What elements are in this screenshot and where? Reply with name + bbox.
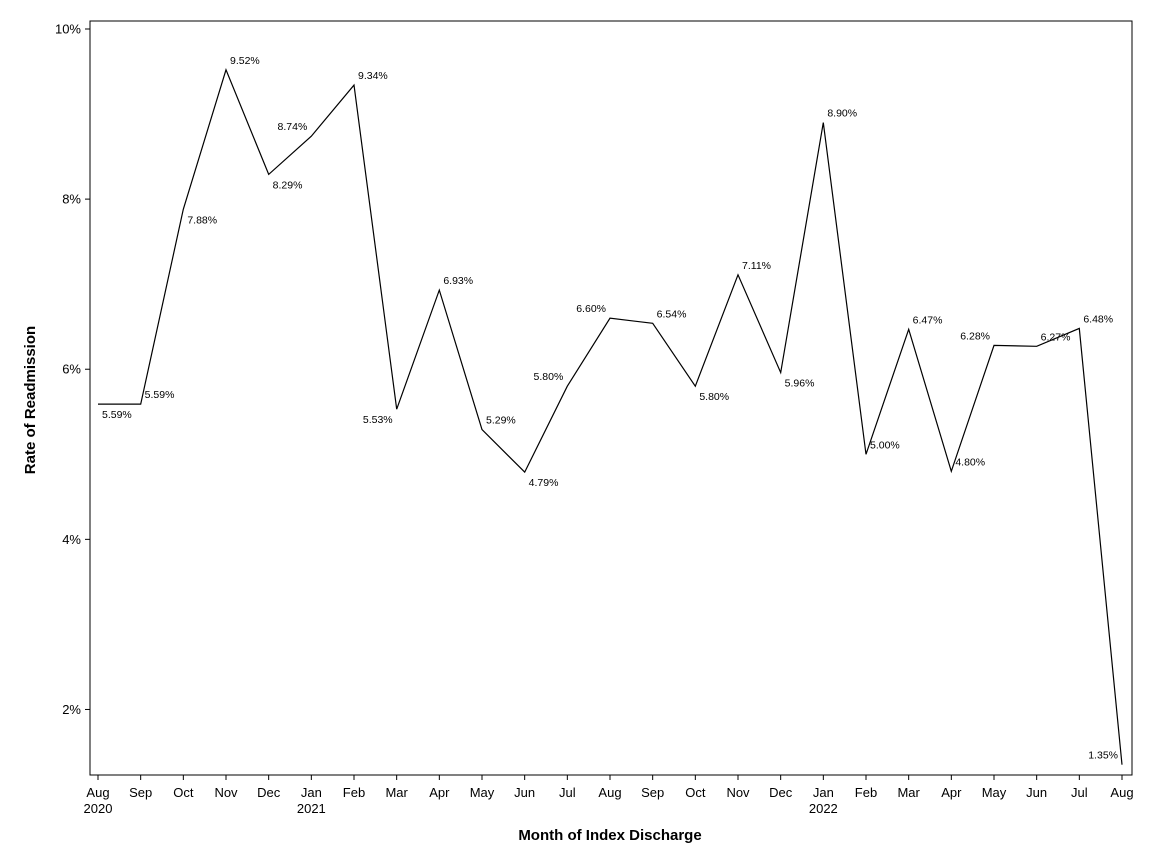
- x-tick-label: Aug: [1110, 785, 1133, 800]
- x-tick-label: Mar: [385, 785, 408, 800]
- data-label: 5.80%: [699, 391, 729, 403]
- y-axis: 2% 4% 6% 8% 10%: [55, 22, 90, 717]
- data-label: 5.59%: [145, 389, 175, 401]
- data-label: 5.59%: [102, 409, 132, 421]
- y-tick-label: 6%: [62, 362, 81, 377]
- x-tick-label: Jun: [1026, 785, 1047, 800]
- y-tick-label: 8%: [62, 192, 81, 207]
- series-line: [98, 68, 1123, 765]
- y-tick-label: 10%: [55, 22, 81, 37]
- x-tick-label: Aug: [86, 785, 109, 800]
- data-label: 5.96%: [785, 378, 815, 390]
- data-label: 7.88%: [187, 214, 217, 226]
- x-tick-label: Feb: [855, 785, 877, 800]
- x-tick-label: Apr: [429, 785, 450, 800]
- data-label: 8.74%: [278, 121, 308, 133]
- x-tick-label: Jan: [301, 785, 322, 800]
- x-tick-label: Nov: [214, 785, 238, 800]
- x-tick-label: Oct: [685, 785, 706, 800]
- data-label: 5.53%: [363, 414, 393, 426]
- data-label: 6.28%: [960, 330, 990, 342]
- x-tick-label: May: [982, 785, 1007, 800]
- data-label: 4.80%: [955, 456, 985, 468]
- x-tick-label: Aug: [598, 785, 621, 800]
- x-tick-label: Feb: [343, 785, 365, 800]
- data-label: 6.47%: [913, 314, 943, 326]
- x-year-label: 2021: [297, 801, 326, 816]
- data-label: 5.80%: [534, 371, 564, 383]
- y-axis-title: Rate of Readmission: [22, 326, 39, 474]
- x-axis-title: Month of Index Discharge: [518, 827, 701, 844]
- data-labels: 5.59% 5.59% 7.88% 9.52% 8.29% 8.74% 9.34% 5.53%…: [102, 55, 1118, 762]
- data-label: 8.90%: [827, 108, 857, 120]
- x-year-label: 2022: [809, 801, 838, 816]
- x-tick-label: Oct: [173, 785, 194, 800]
- data-label: 9.34%: [358, 70, 388, 82]
- data-label: 5.29%: [486, 415, 516, 427]
- y-tick-label: 4%: [62, 532, 81, 547]
- data-label: 9.52%: [230, 55, 260, 67]
- x-tick-label: Jul: [559, 785, 576, 800]
- data-label: 6.60%: [576, 303, 606, 315]
- data-label: 6.93%: [443, 275, 473, 287]
- x-year-label: 2020: [84, 801, 113, 816]
- data-label: 5.00%: [870, 439, 900, 451]
- x-tick-label: Jul: [1071, 785, 1088, 800]
- x-tick-label: May: [470, 785, 495, 800]
- x-tick-label: Sep: [129, 785, 152, 800]
- data-label: 1.35%: [1088, 750, 1118, 762]
- x-tick-label: Jun: [514, 785, 535, 800]
- data-label: 7.11%: [742, 260, 771, 272]
- y-tick-label: 2%: [62, 702, 81, 717]
- x-tick-label: Mar: [897, 785, 920, 800]
- x-tick-label: Sep: [641, 785, 664, 800]
- data-label: 4.79%: [529, 477, 559, 489]
- data-label: 8.29%: [273, 179, 303, 191]
- data-label: 6.48%: [1083, 313, 1113, 325]
- data-label: 6.27%: [1041, 331, 1071, 343]
- data-label: 6.54%: [657, 308, 687, 320]
- x-tick-label: Nov: [726, 785, 750, 800]
- x-tick-label: Jan: [813, 785, 834, 800]
- x-tick-label: Dec: [257, 785, 281, 800]
- plot-frame: [89, 20, 1133, 776]
- x-tick-label: Dec: [769, 785, 793, 800]
- x-tick-label: Apr: [941, 785, 962, 800]
